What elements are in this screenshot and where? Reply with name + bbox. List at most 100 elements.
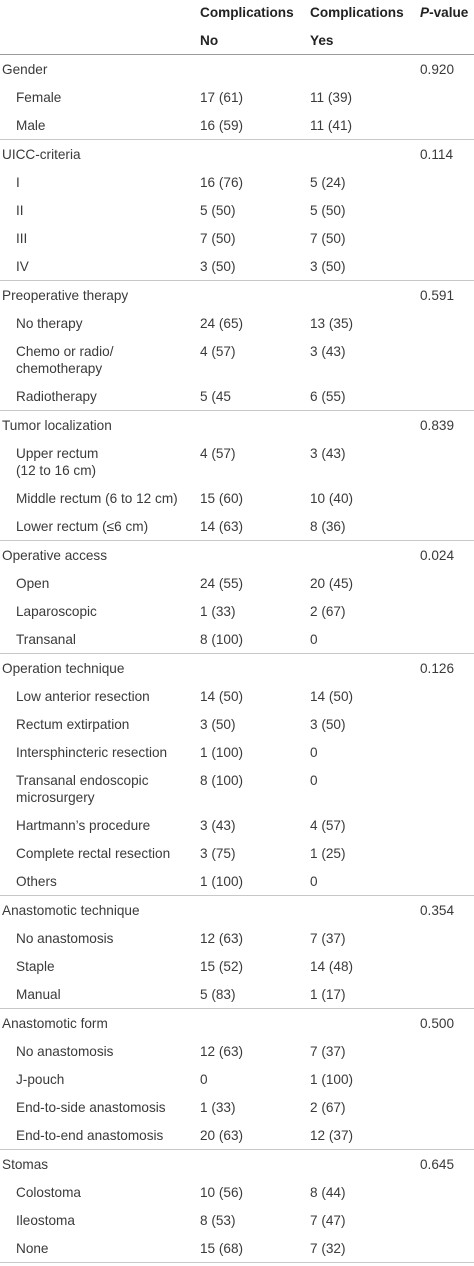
complications-no-value-text: 7 (50) xyxy=(200,231,236,246)
complications-yes-value-text: 14 (50) xyxy=(310,689,354,704)
row-label: Open xyxy=(0,569,196,597)
complications-no-value-text: 8 (100) xyxy=(200,632,244,647)
table-row: Hartmann’s procedure 3 (43) 4 (57) xyxy=(0,811,474,839)
category-label-text: Stomas xyxy=(2,1157,49,1172)
complications-yes-value: 0 xyxy=(306,625,418,654)
complications-no-value-text: 1 (33) xyxy=(200,604,236,619)
row-label: J-pouch xyxy=(0,1065,196,1093)
header-p-italic: P xyxy=(420,5,430,20)
table-row: IV 3 (50) 3 (50) xyxy=(0,252,474,281)
complications-yes-value-text: 8 (44) xyxy=(310,1185,346,1200)
row-label: Lower rectum (≤6 cm) xyxy=(0,512,196,541)
header-p-value: P-value xyxy=(418,0,474,26)
table-row: Female 17 (61) 11 (39) xyxy=(0,83,474,111)
complications-yes-value-text: 7 (47) xyxy=(310,1213,346,1228)
p-value-text: 0.839 xyxy=(420,418,455,433)
complications-no-value-text: 12 (63) xyxy=(200,931,244,946)
p-value xyxy=(418,484,474,512)
complications-no-value: 10 (56) xyxy=(196,1178,306,1206)
row-label-text: No anastomosis xyxy=(16,931,114,946)
header-row-1: Complications Complications P-value xyxy=(0,0,474,26)
category-label-text: UICC-criteria xyxy=(2,147,81,162)
complications-no-value-text: 15 (60) xyxy=(200,491,244,506)
p-value-text: 0.591 xyxy=(420,288,455,303)
p-value xyxy=(418,1206,474,1234)
complications-yes-value-text: 8 (36) xyxy=(310,519,346,534)
p-value-text: 0.126 xyxy=(420,661,455,676)
table-row: II 5 (50) 5 (50) xyxy=(0,196,474,224)
row-label: IV xyxy=(0,252,196,281)
row-label: Rectum extirpation xyxy=(0,710,196,738)
complications-yes-value-text: 7 (50) xyxy=(310,231,346,246)
row-label: I xyxy=(0,168,196,196)
complications-yes-value xyxy=(306,654,418,683)
p-value xyxy=(418,168,474,196)
complications-no-value: 3 (50) xyxy=(196,252,306,281)
p-value xyxy=(418,196,474,224)
complications-no-value: 14 (50) xyxy=(196,682,306,710)
p-value xyxy=(418,569,474,597)
p-value: 0.920 xyxy=(418,55,474,84)
p-value xyxy=(418,439,474,484)
row-label-text: Upper rectum (12 to 16 cm) xyxy=(16,446,99,478)
complications-no-value: 8 (100) xyxy=(196,766,306,811)
complications-yes-value xyxy=(306,281,418,310)
complications-no-value-text: 3 (75) xyxy=(200,846,236,861)
table-row: Complete rectal resection 3 (75) 1 (25) xyxy=(0,839,474,867)
p-value: 0.839 xyxy=(418,411,474,440)
complications-yes-value-text: 3 (43) xyxy=(310,344,346,359)
row-label: Others xyxy=(0,867,196,896)
complications-no-value: 16 (59) xyxy=(196,111,306,140)
p-value-text: 0.645 xyxy=(420,1157,455,1172)
row-label-text: Intersphincteric resection xyxy=(16,745,168,760)
complications-no-value: 3 (50) xyxy=(196,710,306,738)
complications-yes-value xyxy=(306,411,418,440)
p-value xyxy=(418,980,474,1009)
table-row: Middle rectum (6 to 12 cm) 15 (60) 10 (40) xyxy=(0,484,474,512)
p-value: 0.354 xyxy=(418,896,474,925)
complications-yes-value xyxy=(306,896,418,925)
table-row: Male 16 (59) 11 (41) xyxy=(0,111,474,140)
row-label: Low anterior resection xyxy=(0,682,196,710)
row-label: Middle rectum (6 to 12 cm) xyxy=(0,484,196,512)
category-label-text: Tumor localization xyxy=(2,418,112,433)
p-value xyxy=(418,382,474,411)
row-label: Transanal endoscopic microsurgery xyxy=(0,766,196,811)
table-row: Intersphincteric resection 1 (100) 0 xyxy=(0,738,474,766)
row-label-text: Female xyxy=(16,90,62,105)
complications-yes-value-text: 5 (50) xyxy=(310,203,346,218)
complications-no-value: 4 (57) xyxy=(196,337,306,382)
category-row: Anastomotic form 0.500 xyxy=(0,1008,474,1038)
table-row: Manual 5 (83) 1 (17) xyxy=(0,980,474,1009)
row-label-text: Ileostoma xyxy=(16,1213,75,1228)
p-value: 0.500 xyxy=(418,1009,474,1038)
p-value xyxy=(418,111,474,140)
p-value xyxy=(418,252,474,281)
row-label-text: Transanal xyxy=(16,632,76,647)
table-row: Rectum extirpation 3 (50) 3 (50) xyxy=(0,710,474,738)
row-label-text: II xyxy=(16,203,24,218)
header-complications-no-line1: Complications xyxy=(200,5,294,20)
complications-yes-value: 7 (47) xyxy=(306,1206,418,1234)
complications-no-value: 5 (83) xyxy=(196,980,306,1009)
complications-no-value: 5 (50) xyxy=(196,196,306,224)
complications-no-value-text: 3 (43) xyxy=(200,818,236,833)
category-label: UICC-criteria xyxy=(0,140,196,169)
p-value: 0.126 xyxy=(418,654,474,683)
complications-yes-value: 5 (24) xyxy=(306,168,418,196)
row-label: None xyxy=(0,1234,196,1263)
complications-no-value-text: 10 (56) xyxy=(200,1185,244,1200)
table-row: Transanal endoscopic microsurgery 8 (100)… xyxy=(0,766,474,811)
header-complications-no-line2: No xyxy=(200,33,219,48)
complications-no-value-text: 12 (63) xyxy=(200,1044,244,1059)
p-value xyxy=(418,867,474,896)
table-row: Colostoma 10 (56) 8 (44) xyxy=(0,1178,474,1206)
complications-no-value-text: 14 (50) xyxy=(200,689,244,704)
row-label: No anastomosis xyxy=(0,1037,196,1065)
complications-yes-value-text: 0 xyxy=(310,874,318,889)
complications-yes-value: 5 (50) xyxy=(306,196,418,224)
complications-no-value: 7 (50) xyxy=(196,224,306,252)
table-body: Gender 0.920 Female 17 (61) 11 (39) Male 16 (5… xyxy=(0,54,474,1263)
row-label-text: Low anterior resection xyxy=(16,689,150,704)
row-label: Complete rectal resection xyxy=(0,839,196,867)
